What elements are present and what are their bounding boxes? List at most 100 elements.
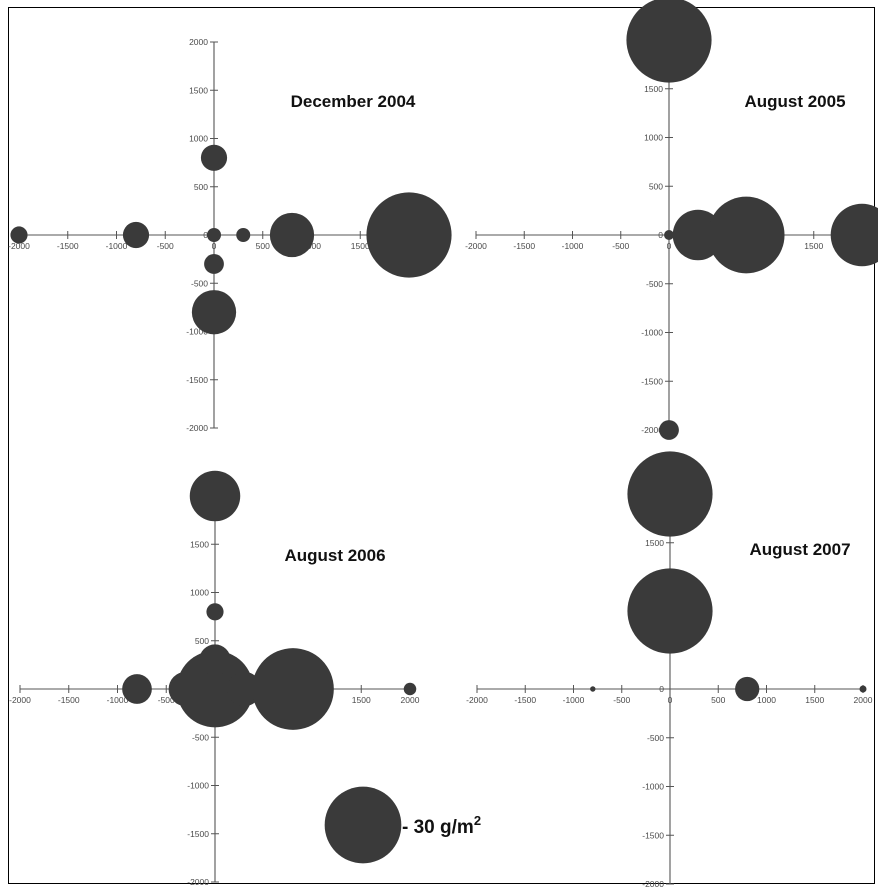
panel-title: August 2005 bbox=[744, 92, 845, 111]
y-tick-label: -1000 bbox=[187, 781, 209, 791]
y-tick-label: 0 bbox=[658, 230, 663, 240]
x-tick-label: -1500 bbox=[58, 695, 80, 705]
data-bubble bbox=[627, 568, 713, 654]
data-bubble bbox=[590, 686, 596, 692]
y-tick-label: 2000 bbox=[189, 37, 208, 47]
x-tick-label: 500 bbox=[256, 241, 270, 251]
x-tick-label: -2000 bbox=[8, 241, 30, 251]
y-tick-label: 1000 bbox=[189, 134, 208, 144]
x-tick-label: 2000 bbox=[401, 695, 420, 705]
panel-title: December 2004 bbox=[291, 92, 416, 111]
y-tick-label: -500 bbox=[191, 278, 208, 288]
chart-panel-1: -2000-1500-1000-5000500100015003000-2000… bbox=[8, 37, 452, 433]
y-tick-label: 500 bbox=[194, 182, 208, 192]
x-tick-label: -500 bbox=[157, 241, 174, 251]
legend: - 30 g/m2 bbox=[324, 786, 481, 864]
chart-panel-4: -2000 -1500 -1000 -500 0 500 1000 1500 2000 -2000… bbox=[466, 451, 873, 889]
y-tick-label: 0 bbox=[203, 230, 208, 240]
data-bubble bbox=[664, 230, 674, 240]
y-tick-label: 1000 bbox=[644, 133, 663, 143]
x-tick-label: -2000 bbox=[465, 241, 487, 251]
data-bubble bbox=[200, 144, 228, 171]
data-bubble bbox=[122, 221, 150, 249]
x-tick-label: 0 bbox=[667, 241, 672, 251]
data-bubble bbox=[366, 192, 452, 278]
data-bubble bbox=[199, 644, 231, 676]
x-tick-label: -2000 bbox=[9, 695, 31, 705]
x-tick-label: -1000 bbox=[562, 241, 584, 251]
y-tick-label: -1000 bbox=[642, 782, 664, 792]
data-bubble bbox=[227, 671, 262, 707]
chart-panel-3: -2000-1500-1000-5000500100015002000-2000… bbox=[9, 470, 420, 887]
data-bubble bbox=[236, 228, 251, 242]
y-tick-label: 1500 bbox=[190, 539, 209, 549]
y-tick-label: 0 bbox=[659, 684, 664, 694]
x-tick-label: -1500 bbox=[514, 695, 536, 705]
y-tick-label: 1500 bbox=[644, 84, 663, 94]
chart-panel-2: -2000-1500-1000-5000500100015002000-2000… bbox=[465, 0, 878, 440]
y-tick-label: -1500 bbox=[186, 375, 208, 385]
figure-border bbox=[8, 7, 875, 884]
data-bubble bbox=[735, 676, 760, 702]
legend-label: - 30 g/m2 bbox=[402, 813, 481, 838]
data-bubble bbox=[189, 470, 241, 522]
x-tick-label: 1000 bbox=[302, 241, 321, 251]
y-tick-label: -2000 bbox=[641, 425, 663, 435]
panel-title: August 2006 bbox=[284, 546, 385, 565]
x-tick-label: 2000 bbox=[854, 695, 873, 705]
y-tick-label: 1000 bbox=[190, 588, 209, 598]
legend-bubble bbox=[324, 786, 402, 864]
data-bubble bbox=[176, 650, 254, 728]
x-tick-label: 0 bbox=[668, 695, 673, 705]
y-tick-label: -1000 bbox=[186, 327, 208, 337]
x-tick-label: 0 bbox=[212, 241, 217, 251]
panel-title: August 2007 bbox=[749, 540, 850, 559]
x-tick-label: 1000 bbox=[757, 695, 776, 705]
legend-label-main: - 30 g/m bbox=[402, 817, 474, 838]
y-tick-label: -2000 bbox=[187, 877, 209, 887]
data-bubble bbox=[191, 290, 237, 335]
x-tick-label: -1500 bbox=[513, 241, 535, 251]
x-tick-label: 1500 bbox=[351, 241, 370, 251]
x-tick-label: 1500 bbox=[352, 695, 371, 705]
data-bubble bbox=[626, 0, 712, 83]
data-bubble bbox=[252, 648, 334, 730]
x-tick-label: -500 bbox=[158, 695, 175, 705]
y-tick-label: -1500 bbox=[642, 830, 664, 840]
y-tick-label: 500 bbox=[649, 181, 663, 191]
data-bubble bbox=[707, 196, 785, 274]
y-tick-label: -1500 bbox=[641, 376, 663, 386]
x-tick-label: 500 bbox=[711, 695, 725, 705]
data-bubble bbox=[207, 228, 221, 242]
data-bubble bbox=[659, 420, 679, 440]
x-tick-label: -1500 bbox=[57, 241, 79, 251]
data-bubble bbox=[204, 254, 224, 274]
y-tick-label: 1500 bbox=[189, 85, 208, 95]
y-tick-label: -1000 bbox=[641, 328, 663, 338]
data-bubble bbox=[122, 674, 152, 704]
y-tick-label: -500 bbox=[647, 733, 664, 743]
x-tick-label: -2000 bbox=[466, 695, 488, 705]
x-tick-label: -500 bbox=[612, 241, 629, 251]
y-tick-label: -500 bbox=[192, 732, 209, 742]
y-tick-label: -500 bbox=[646, 279, 663, 289]
legend-label-superscript: 2 bbox=[474, 813, 481, 828]
chart-panels: -2000-1500-1000-5000500100015003000-2000… bbox=[8, 0, 878, 889]
x-tick-label: -500 bbox=[613, 695, 630, 705]
data-bubble bbox=[206, 603, 224, 621]
x-tick-label: -1000 bbox=[107, 695, 129, 705]
y-tick-label: -1500 bbox=[187, 829, 209, 839]
x-tick-label: 1500 bbox=[805, 695, 824, 705]
data-bubble bbox=[830, 203, 878, 267]
x-tick-label: -1000 bbox=[106, 241, 128, 251]
data-bubble bbox=[627, 451, 713, 537]
y-tick-label: -2000 bbox=[642, 879, 664, 889]
data-bubble bbox=[859, 685, 867, 693]
data-bubble bbox=[403, 682, 417, 696]
x-tick-label: -1000 bbox=[563, 695, 585, 705]
y-tick-label: 500 bbox=[195, 636, 209, 646]
y-tick-label: 1500 bbox=[645, 538, 664, 548]
y-tick-label: -2000 bbox=[186, 423, 208, 433]
data-bubble bbox=[269, 212, 315, 258]
